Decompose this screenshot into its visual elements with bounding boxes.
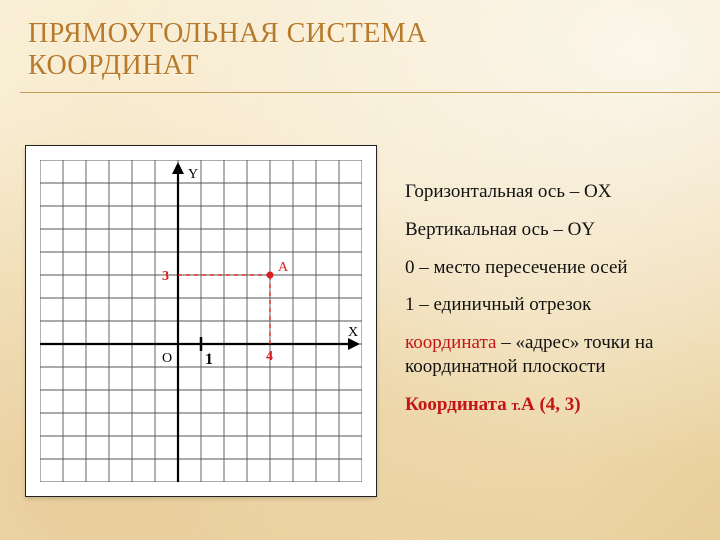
desc-line-5-accent: координата xyxy=(405,332,496,353)
desc-line-1: Горизонтальная ось – OX xyxy=(405,180,705,204)
svg-text:Y: Y xyxy=(188,167,198,182)
title-underline xyxy=(20,92,720,93)
desc-line-2: Вертикальная ось – OY xyxy=(405,218,705,242)
svg-text:4: 4 xyxy=(266,349,273,364)
slide-title-line1: ПРЯМОУГОЛЬНАЯ СИСТЕМА xyxy=(28,18,427,50)
svg-text:1: 1 xyxy=(205,351,213,368)
svg-text:3: 3 xyxy=(162,269,169,284)
desc-line-4: 1 – единичный отрезок xyxy=(405,293,705,317)
slide-title-line2: КООРДИНАТ xyxy=(28,50,427,82)
coordinate-grid: Y X O 1 A 3 4 xyxy=(25,145,377,497)
coordinate-grid-svg: Y X O 1 A 3 4 xyxy=(40,160,362,482)
desc-line-6-small: т. xyxy=(511,398,521,414)
desc-line-5: координата – «адрес» точки на координатн… xyxy=(405,331,705,379)
desc-line-6-prefix: Координата xyxy=(405,394,511,415)
slide-title: ПРЯМОУГОЛЬНАЯ СИСТЕМА КООРДИНАТ xyxy=(28,18,427,82)
svg-text:X: X xyxy=(348,325,358,340)
desc-line-6: Координата т.А (4, 3) xyxy=(405,393,705,417)
svg-text:A: A xyxy=(278,260,289,275)
svg-text:O: O xyxy=(162,351,172,366)
desc-line-3: 0 – место пересечение осей xyxy=(405,256,705,280)
desc-line-6-rest: А (4, 3) xyxy=(521,394,581,415)
description-column: Горизонтальная ось – OX Вертикальная ось… xyxy=(405,180,705,430)
